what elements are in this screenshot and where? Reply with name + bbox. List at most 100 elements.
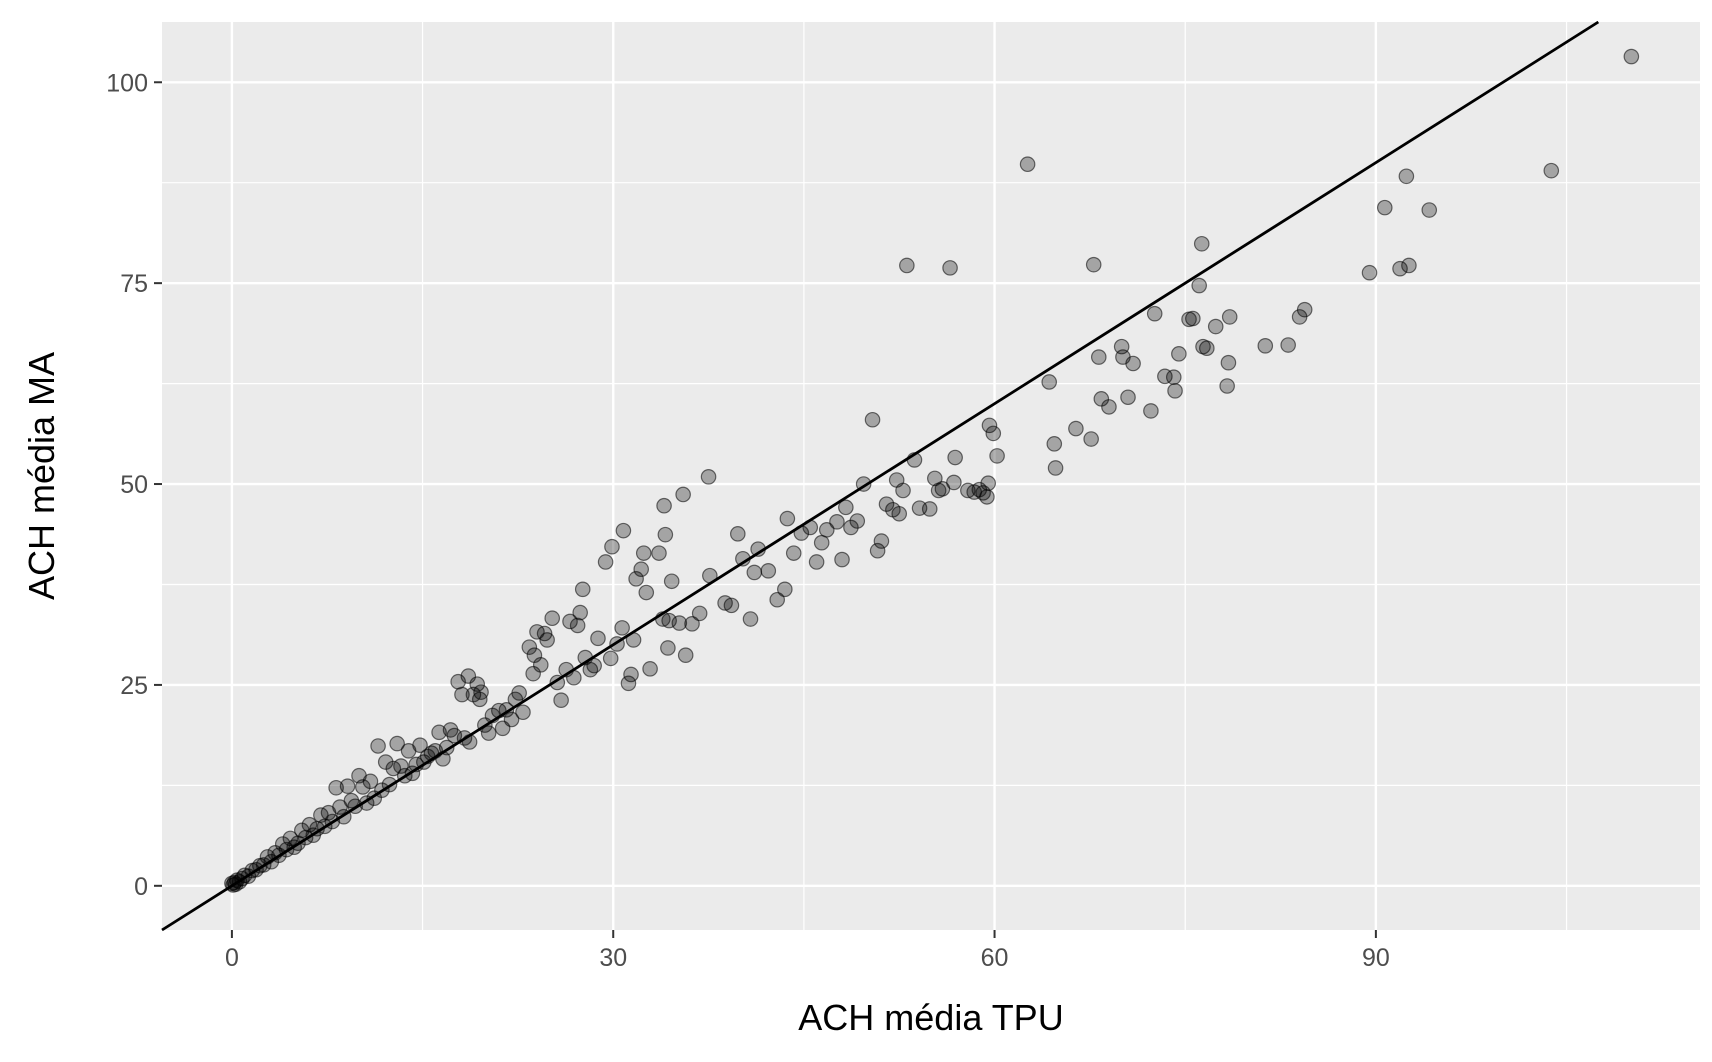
data-point (813, 534, 830, 551)
data-point (1401, 257, 1417, 274)
data-point (1181, 311, 1197, 328)
data-point (1041, 374, 1058, 390)
x-tick-label: 30 (599, 944, 627, 972)
data-point (480, 725, 497, 741)
x-tick-label: 60 (981, 944, 1009, 972)
data-point (574, 581, 591, 598)
data-point (572, 604, 588, 621)
data-point (620, 675, 637, 692)
data-point (834, 551, 850, 568)
data-point (1167, 383, 1183, 399)
data-point (604, 538, 620, 555)
y-tick-label: 75 (120, 270, 148, 298)
data-point (779, 510, 796, 527)
data-point (746, 564, 763, 581)
data-point (1361, 264, 1378, 281)
data-point (675, 486, 691, 503)
data-point (431, 724, 447, 741)
data-point (1046, 436, 1063, 452)
data-point (869, 542, 886, 559)
data-point (661, 612, 677, 629)
data-point (602, 650, 619, 667)
data-point (657, 526, 674, 543)
data-point (1220, 354, 1237, 371)
data-point (389, 735, 405, 752)
data-point (899, 257, 915, 274)
data-point (873, 533, 890, 549)
data-point (633, 561, 649, 578)
data-point (989, 448, 1005, 464)
data-point (818, 522, 835, 538)
data-point (684, 616, 700, 632)
data-point (651, 545, 667, 561)
data-point (981, 417, 998, 434)
data-point (562, 613, 578, 630)
data-point (838, 499, 854, 516)
y-tick-label: 25 (120, 672, 148, 700)
data-point (729, 526, 746, 542)
reference-line-group (161, 20, 1600, 932)
data-point (656, 497, 672, 514)
data-point (1047, 460, 1064, 476)
data-point (339, 778, 356, 794)
data-point (985, 425, 1002, 442)
data-point (1157, 368, 1173, 385)
minor-gridlines (162, 22, 1700, 930)
data-point (1280, 337, 1296, 353)
data-point (808, 554, 825, 570)
data-point (635, 545, 652, 561)
data-point (849, 513, 866, 529)
data-point (400, 743, 417, 759)
data-point (1219, 378, 1235, 394)
data-point (1191, 277, 1207, 294)
y-tick-label: 50 (120, 471, 148, 499)
y-tick-label: 0 (134, 873, 148, 901)
data-point (615, 522, 632, 539)
data-point (691, 605, 708, 622)
identity-reference-line (161, 20, 1600, 932)
data-point (1221, 309, 1238, 325)
data-point (642, 661, 658, 677)
data-point (1398, 168, 1415, 185)
data-point (785, 545, 802, 561)
data-point (878, 496, 895, 512)
data-point (1543, 162, 1560, 179)
data-point (1257, 338, 1274, 354)
data-point (614, 620, 630, 636)
data-point (370, 738, 386, 754)
data-point (623, 666, 639, 683)
data-point (1120, 389, 1136, 406)
data-point (769, 591, 785, 608)
data-point (1623, 48, 1640, 65)
data-point (888, 472, 905, 488)
data-point (942, 260, 958, 276)
data-point (1115, 349, 1131, 365)
data-point (494, 720, 511, 737)
data-point (1207, 318, 1224, 335)
plot-panel (162, 22, 1700, 930)
data-point (1083, 431, 1099, 447)
data-point (454, 686, 470, 703)
data-point (1146, 305, 1163, 322)
data-point (526, 647, 543, 663)
data-point (843, 519, 859, 536)
data-point (590, 630, 606, 647)
data-point (663, 573, 680, 590)
data-point (717, 595, 733, 611)
data-point (960, 482, 976, 499)
data-point (885, 501, 901, 518)
data-point (638, 584, 655, 601)
data-point (351, 767, 367, 784)
x-tick-label: 0 (225, 944, 239, 972)
data-point (966, 484, 983, 500)
data-point (553, 692, 569, 708)
data-point (328, 779, 344, 796)
data-point (597, 554, 614, 570)
x-axis-ticks: 0 30 60 90 (225, 930, 1390, 972)
data-point (529, 624, 545, 640)
x-tick-label: 90 (1362, 944, 1390, 972)
data-point (313, 807, 329, 823)
data-point (1392, 260, 1408, 277)
data-point (1376, 199, 1393, 216)
